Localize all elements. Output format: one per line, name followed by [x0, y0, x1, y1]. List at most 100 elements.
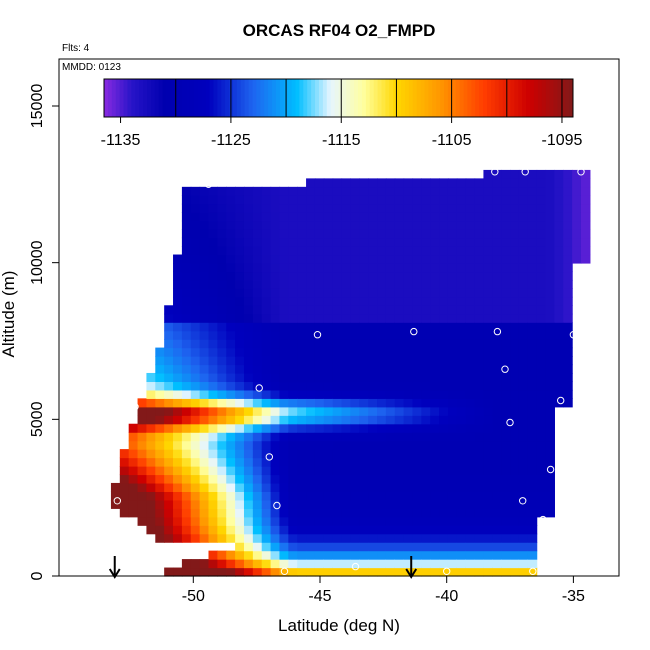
heatmap-cell: [217, 381, 227, 391]
heatmap-cell: [243, 550, 254, 560]
heatmap-cell: [421, 229, 431, 239]
heatmap-cell: [447, 406, 458, 416]
heatmap-cell: [447, 466, 458, 476]
heatmap-cell: [394, 212, 405, 222]
sample-point: [569, 331, 578, 339]
heatmap-cell: [510, 440, 520, 450]
heatmap-cell: [394, 550, 405, 560]
heatmap-cell: [261, 567, 272, 577]
heatmap-cell: [563, 372, 573, 383]
heatmap-cell: [368, 457, 378, 467]
heatmap-cell: [501, 508, 511, 518]
heatmap-cell: [332, 457, 343, 467]
heatmap-cell: [554, 169, 564, 179]
heatmap-cell: [164, 466, 174, 476]
heatmap-cell: [510, 305, 520, 315]
heatmap-cell: [483, 313, 493, 323]
heatmap-cell: [430, 550, 440, 560]
heatmap-cell: [332, 203, 343, 213]
heatmap-cell: [279, 423, 289, 433]
heatmap-cell: [341, 237, 351, 247]
heatmap-cell: [332, 406, 343, 416]
heatmap-cell: [270, 491, 281, 501]
heatmap-cell: [403, 550, 414, 560]
heatmap-cell: [518, 381, 529, 391]
heatmap-cell: [501, 449, 511, 459]
heatmap-cell: [341, 262, 351, 273]
heatmap-cell: [243, 389, 254, 399]
heatmap-cell: [235, 398, 245, 408]
heatmap-cell: [252, 203, 263, 213]
heatmap-cell: [456, 254, 467, 264]
heatmap-cell: [164, 356, 174, 366]
heatmap-cell: [332, 398, 343, 408]
heatmap-cell: [323, 381, 334, 391]
heatmap-cell: [208, 474, 218, 484]
heatmap-cell: [465, 466, 476, 476]
heatmap-cell: [483, 440, 493, 450]
heatmap-cell: [394, 381, 405, 391]
heatmap-cell: [199, 499, 210, 509]
heatmap-cell: [394, 195, 405, 205]
heatmap-cell: [368, 432, 378, 442]
heatmap-cell: [545, 322, 555, 332]
heatmap-cell: [270, 339, 281, 349]
heatmap-cell: [332, 389, 343, 399]
heatmap-cell: [341, 364, 351, 374]
heatmap-cell: [350, 246, 360, 256]
heatmap-cell: [217, 246, 227, 256]
heatmap-cell: [217, 567, 227, 577]
colorbar-tick-label: -1115: [322, 132, 361, 149]
heatmap-cell: [217, 491, 227, 501]
heatmap-cell: [439, 313, 449, 323]
heatmap-cell: [350, 457, 360, 467]
heatmap-cell: [314, 533, 325, 543]
heatmap-cell: [545, 457, 555, 467]
heatmap-cell: [465, 432, 476, 442]
heatmap-cell: [261, 347, 272, 357]
heatmap-cell: [501, 499, 511, 509]
heatmap-cell: [510, 550, 520, 560]
heatmap-cell: [421, 271, 431, 281]
heatmap-cell: [510, 559, 520, 569]
heatmap-cell: [350, 262, 360, 273]
heatmap-cell: [306, 491, 316, 501]
heatmap-cell: [261, 415, 272, 425]
heatmap-cell: [377, 567, 387, 577]
heatmap-cell: [288, 262, 298, 273]
heatmap-cell: [421, 449, 431, 459]
heatmap-cell: [394, 262, 405, 273]
heatmap-cell: [155, 457, 165, 467]
colorbar-segment: [494, 79, 500, 117]
heatmap-cell: [554, 288, 564, 298]
heatmap-cell: [474, 389, 485, 399]
heatmap-cell: [243, 195, 254, 205]
heatmap-cell: [252, 550, 263, 560]
heatmap-cell: [217, 449, 227, 459]
heatmap-cell: [377, 525, 387, 535]
heatmap-cell: [288, 440, 298, 450]
heatmap-cell: [536, 508, 547, 518]
heatmap-cell: [199, 271, 210, 281]
heatmap-cell: [164, 474, 174, 484]
colorbar-segment: [354, 79, 359, 117]
heatmap-cell: [456, 305, 467, 315]
heatmap-cell: [377, 559, 387, 569]
heatmap-cell: [297, 533, 307, 543]
heatmap-cell: [554, 322, 564, 332]
heatmap-cell: [155, 525, 165, 535]
heatmap-cell: [341, 254, 351, 264]
heatmap-cell: [421, 440, 431, 450]
heatmap-cell: [252, 212, 263, 222]
heatmap-cell: [580, 229, 591, 239]
heatmap-cell: [279, 347, 289, 357]
heatmap-cell: [323, 508, 334, 518]
heatmap-cell: [270, 516, 281, 526]
heatmap-cell: [359, 347, 369, 357]
heatmap-cell: [403, 457, 414, 467]
heatmap-cell: [377, 550, 387, 560]
colorbar-segment: [143, 79, 148, 117]
heatmap-cell: [518, 550, 529, 560]
heatmap-cell: [306, 542, 316, 552]
